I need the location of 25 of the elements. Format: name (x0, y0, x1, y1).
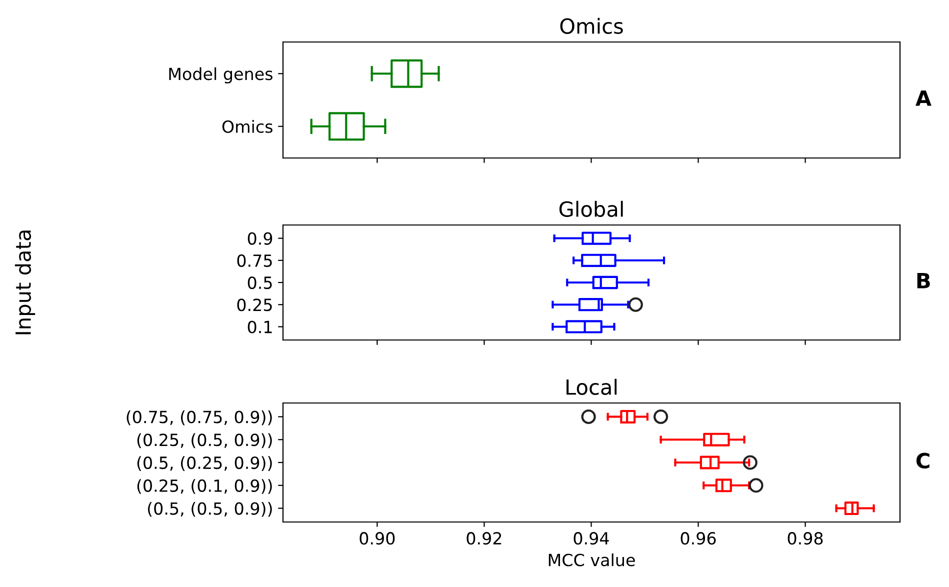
x-tick-label: 0.96 (680, 532, 716, 545)
y-tick-label: 0.75 (237, 254, 272, 267)
chart-title: Local (566, 378, 617, 395)
text: A (916, 90, 932, 106)
x-tick-label: 0.98 (788, 532, 823, 545)
x-tick-label: 0.90 (360, 532, 395, 545)
y-tick-label: Model genes (169, 67, 272, 84)
x-tick-label: 0.92 (466, 532, 502, 545)
y-tick-label: (0.5, (0.25, 0.9)) (137, 456, 272, 472)
y-tick-label: (0.25, (0.1, 0.9)) (137, 479, 272, 494)
x-axis-title: MCC value (548, 553, 635, 566)
x-tick-label: 0.94 (574, 532, 609, 545)
y-tick-label: (0.75, (0.75, 0.9)) (126, 410, 272, 426)
chart-title: Omics (560, 18, 623, 34)
y-tick-label: Omics (222, 120, 272, 133)
y-tick-label: (0.25, (0.5, 0.9)) (137, 433, 272, 448)
y-axis-title: Input data (14, 230, 36, 334)
text: C (916, 452, 930, 469)
y-tick-label: 0.1 (248, 320, 272, 334)
y-tick-label: (0.5, (0.5, 0.9)) (148, 502, 272, 517)
y-tick-label: 0.9 (248, 232, 272, 245)
text: B (917, 273, 930, 288)
chart-title: Global (559, 200, 623, 217)
y-tick-label: 0.5 (248, 276, 272, 290)
y-tick-label: 0.25 (237, 298, 272, 312)
